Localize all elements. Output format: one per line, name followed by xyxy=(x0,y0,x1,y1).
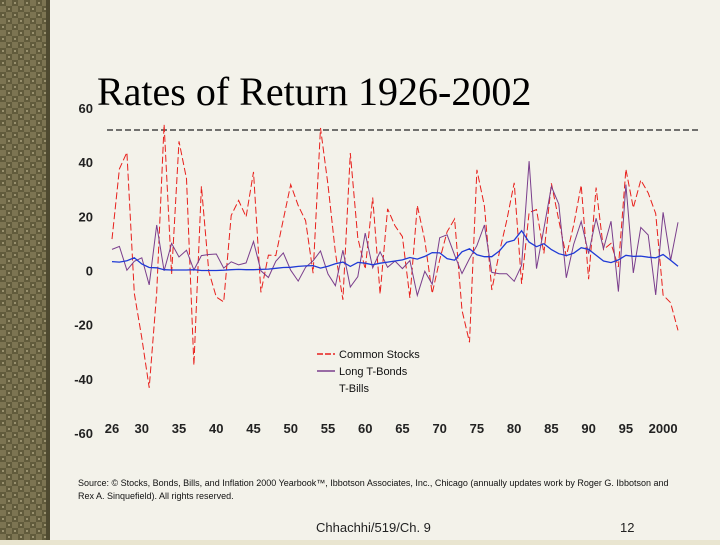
x-tick-label: 80 xyxy=(507,421,521,436)
left-decorative-border xyxy=(0,0,50,540)
footer-course-label: Chhachhi/519/Ch. 9 xyxy=(316,520,431,535)
border-pattern xyxy=(0,0,50,540)
y-tick-label: -60 xyxy=(74,426,93,441)
x-tick-label: 40 xyxy=(209,421,223,436)
series-line-t-bills xyxy=(111,229,679,272)
x-axis-tick-labels: 26 30 35 40 45 50 55 60 65 70 75 80 85 90 95 2000 xyxy=(105,421,678,436)
series-layer xyxy=(111,124,679,388)
y-axis-tick-labels: 60 40 20 0 -20 -40 -60 xyxy=(74,101,93,441)
source-citation: Source: © Stocks, Bonds, Bills, and Infl… xyxy=(78,478,669,501)
x-tick-label: 2000 xyxy=(649,421,678,436)
x-tick-label: 26 xyxy=(105,421,119,436)
y-tick-label: -40 xyxy=(74,372,93,387)
y-tick-label: 0 xyxy=(86,264,93,279)
x-tick-label: 95 xyxy=(619,421,633,436)
x-tick-label: 85 xyxy=(544,421,558,436)
x-tick-label: 75 xyxy=(470,421,484,436)
x-tick-label: 55 xyxy=(321,421,335,436)
x-tick-label: 65 xyxy=(395,421,409,436)
y-tick-label: -20 xyxy=(74,318,93,333)
x-tick-label: 60 xyxy=(358,421,372,436)
legend-label: Long T-Bonds xyxy=(339,366,408,378)
x-tick-label: 30 xyxy=(135,421,149,436)
slide-title: Rates of Return 1926-2002 xyxy=(97,69,532,114)
y-tick-label: 40 xyxy=(79,155,93,170)
x-tick-label: 70 xyxy=(432,421,446,436)
slide-background xyxy=(50,0,720,540)
series-line-common-stocks xyxy=(111,124,679,388)
legend-label: Common Stocks xyxy=(339,349,420,361)
y-tick-label: 60 xyxy=(79,101,93,116)
x-tick-label: 90 xyxy=(581,421,595,436)
chart-legend: Common Stocks Long T-Bonds T-Bills xyxy=(317,349,420,395)
x-tick-label: 45 xyxy=(246,421,260,436)
y-tick-label: 20 xyxy=(79,209,93,224)
legend-label: T-Bills xyxy=(339,383,369,395)
slide-page-number: 12 xyxy=(620,520,635,535)
x-tick-label: 50 xyxy=(284,421,298,436)
x-tick-label: 35 xyxy=(172,421,186,436)
